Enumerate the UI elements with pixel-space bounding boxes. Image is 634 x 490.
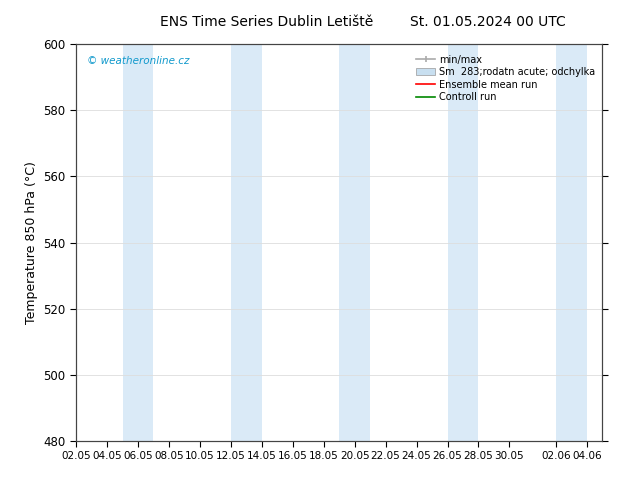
Legend: min/max, Sm  283;rodatn acute; odchylka, Ensemble mean run, Controll run: min/max, Sm 283;rodatn acute; odchylka, … <box>414 53 597 104</box>
Bar <box>448 44 479 441</box>
Bar <box>231 44 262 441</box>
Text: © weatheronline.cz: © weatheronline.cz <box>87 56 189 66</box>
Bar <box>122 44 153 441</box>
Text: St. 01.05.2024 00 UTC: St. 01.05.2024 00 UTC <box>410 15 566 29</box>
Bar <box>339 44 370 441</box>
Text: ENS Time Series Dublin Letiště: ENS Time Series Dublin Letiště <box>160 15 373 29</box>
Y-axis label: Temperature 850 hPa (°C): Temperature 850 hPa (°C) <box>25 161 38 324</box>
Bar <box>556 44 587 441</box>
